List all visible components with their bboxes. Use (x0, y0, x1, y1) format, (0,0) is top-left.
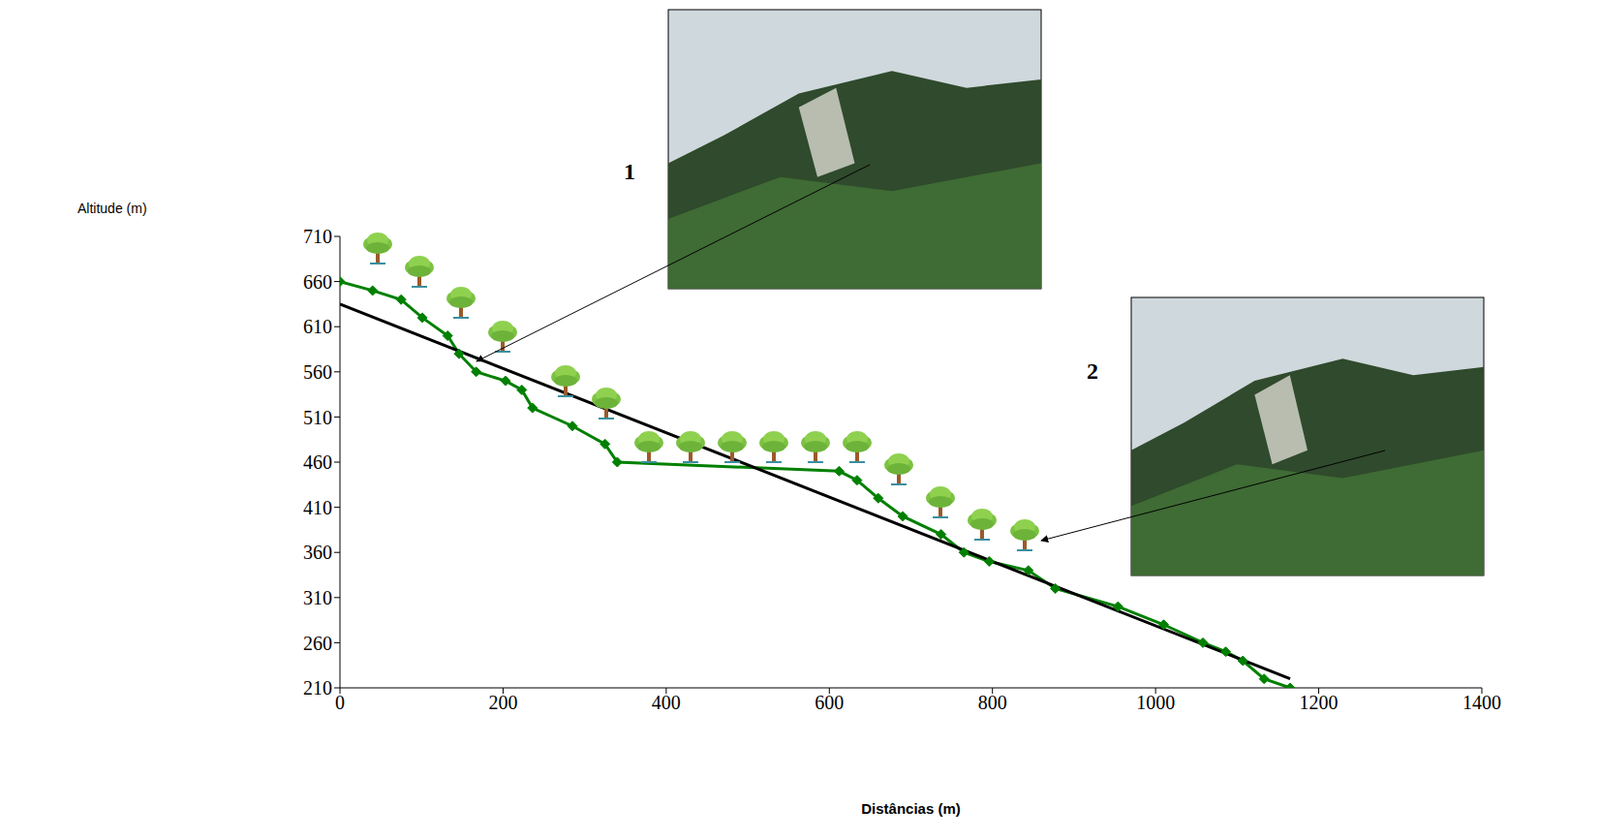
svg-text:800: 800 (978, 691, 1008, 713)
svg-text:200: 200 (488, 691, 518, 713)
svg-text:310: 310 (303, 586, 333, 609)
svg-text:0: 0 (335, 691, 345, 713)
html-text:Distâncias (m): Distâncias (m) (861, 800, 961, 817)
svg-text:260: 260 (303, 632, 333, 654)
svg-text:360: 360 (303, 541, 333, 563)
html-text:Altitude (m): Altitude (m) (77, 200, 147, 216)
svg-text:1000: 1000 (1136, 691, 1175, 713)
svg-text:400: 400 (651, 691, 681, 713)
svg-text:660: 660 (303, 271, 333, 293)
svg-text:610: 610 (303, 315, 333, 338)
svg-text:710: 710 (303, 225, 333, 247)
svg-text:460: 460 (303, 451, 333, 473)
svg-text:210: 210 (303, 676, 333, 699)
svg-text:510: 510 (303, 406, 333, 429)
svg-text:1400: 1400 (1462, 691, 1502, 713)
svg-text:410: 410 (303, 496, 333, 519)
svg-text:560: 560 (303, 361, 333, 383)
svg-text:600: 600 (814, 691, 844, 713)
svg-text:1200: 1200 (1299, 691, 1339, 713)
html-text:2: 2 (1086, 358, 1099, 384)
html-text:1: 1 (623, 158, 636, 185)
